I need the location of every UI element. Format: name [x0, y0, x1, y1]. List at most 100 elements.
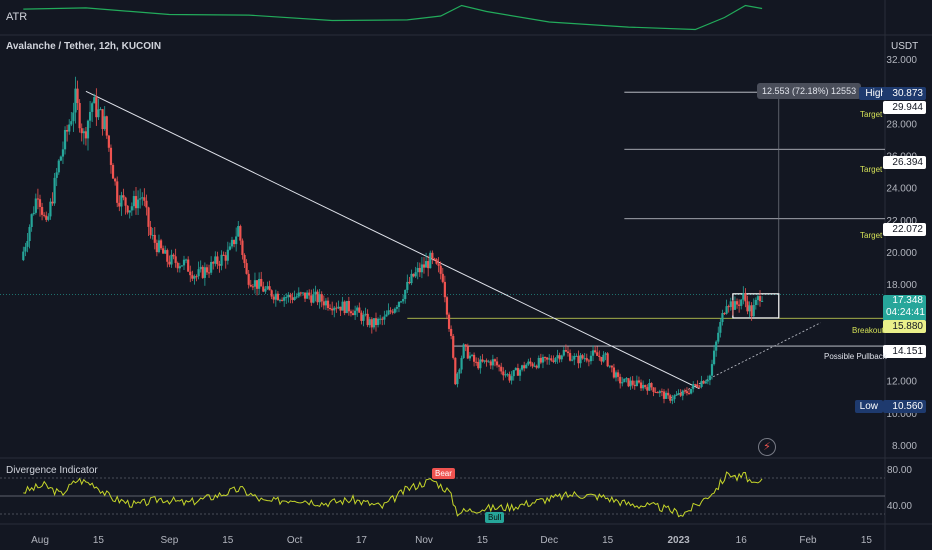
candle-body [627, 378, 630, 387]
candle-body [518, 369, 522, 376]
candle-body [535, 365, 538, 368]
chart-title[interactable]: Avalanche / Tether, 12h, KUCOIN [6, 41, 162, 52]
candle-body [207, 272, 211, 274]
candle-body [591, 350, 595, 356]
candle-body [635, 380, 638, 387]
candle-body [744, 293, 747, 302]
candle-body [86, 120, 90, 139]
candle-body [176, 262, 179, 269]
candle-body [149, 226, 152, 236]
candle-body [750, 305, 753, 317]
candle-body [40, 206, 44, 215]
candle-body [583, 358, 586, 360]
candle-body [422, 264, 426, 268]
candle-body [72, 112, 75, 122]
currency-label: USDT [891, 41, 919, 52]
candle-body [658, 391, 661, 394]
candle-body [289, 294, 292, 298]
candle-body [379, 318, 382, 320]
bear-badge: Bear [432, 468, 455, 479]
candle-body [97, 109, 100, 118]
candle-body [193, 276, 196, 279]
candle-body [249, 284, 252, 287]
candle-body [552, 360, 555, 362]
candle-body [260, 278, 263, 287]
candle-body [45, 215, 48, 220]
downtrend-line[interactable] [85, 90, 700, 390]
candle-body [199, 266, 202, 270]
candle-body [502, 371, 505, 376]
candle-body [159, 240, 163, 249]
lightning-icon[interactable]: ⚡ [758, 438, 776, 456]
candle-body [232, 239, 236, 245]
candle-body [312, 294, 315, 303]
candle-body [111, 164, 115, 179]
low-value-tag: 10.560 [883, 400, 926, 413]
candle-body [276, 293, 280, 301]
candle-body [677, 392, 680, 395]
candle-body [491, 359, 494, 366]
candle-body [80, 128, 83, 134]
y-tick-label: 18.000 [886, 280, 917, 291]
candle-body [740, 299, 743, 306]
candle-body [652, 387, 655, 392]
candle-body [333, 307, 336, 311]
y-tick-label: 28.000 [886, 119, 917, 130]
candle-body [758, 296, 762, 302]
candle-body [431, 252, 434, 259]
candle-body [218, 264, 221, 266]
target-2-tag: 26.394 [883, 156, 926, 169]
candle-body [295, 296, 298, 298]
candle-body [387, 310, 390, 315]
candle-body [566, 351, 570, 354]
candle-body [573, 355, 576, 360]
candle-body [84, 131, 88, 139]
candle-body [508, 374, 511, 381]
y-tick-label: 22.000 [886, 216, 917, 227]
candle-body [103, 116, 106, 130]
candle-body [197, 269, 200, 277]
y-tick-label: 32.000 [886, 55, 917, 66]
candle-body [63, 130, 67, 150]
candle-body [347, 300, 350, 312]
osc-tick-label: 80.00 [887, 465, 912, 476]
candle-body [153, 234, 156, 243]
candle-body [251, 286, 254, 288]
candle-body [646, 387, 649, 391]
candle-body [500, 366, 503, 372]
candle-body [253, 280, 257, 287]
candle-body [719, 321, 722, 333]
candle-body [308, 292, 311, 296]
candle-body [374, 318, 378, 326]
candle-body [489, 361, 492, 366]
candle-body [410, 273, 413, 284]
candle-body [383, 316, 386, 320]
candle-body [731, 301, 734, 310]
candle-body [51, 201, 54, 204]
candle-body [435, 259, 438, 264]
candle-body [270, 290, 273, 297]
candle-body [648, 383, 651, 391]
candle-body [738, 304, 741, 306]
candle-body [504, 374, 507, 376]
candle-body [399, 301, 403, 303]
candle-body [702, 380, 705, 384]
candle-body [414, 272, 417, 277]
candle-body [354, 310, 357, 316]
candle-body [715, 341, 718, 351]
candle-body [170, 254, 173, 265]
candle-body [589, 355, 593, 362]
candle-body [556, 355, 559, 359]
y-tick-label: 12.000 [886, 377, 917, 388]
candle-body [287, 294, 290, 298]
candle-body [654, 391, 657, 393]
x-tick-label: Sep [160, 535, 178, 546]
candle-body [53, 177, 56, 204]
candle-body [220, 254, 223, 266]
candle-body [306, 292, 309, 299]
candle-body [395, 307, 398, 309]
candle-body [487, 361, 490, 363]
candle-body [105, 116, 108, 136]
candle-body [548, 358, 551, 360]
candle-body [301, 292, 305, 294]
